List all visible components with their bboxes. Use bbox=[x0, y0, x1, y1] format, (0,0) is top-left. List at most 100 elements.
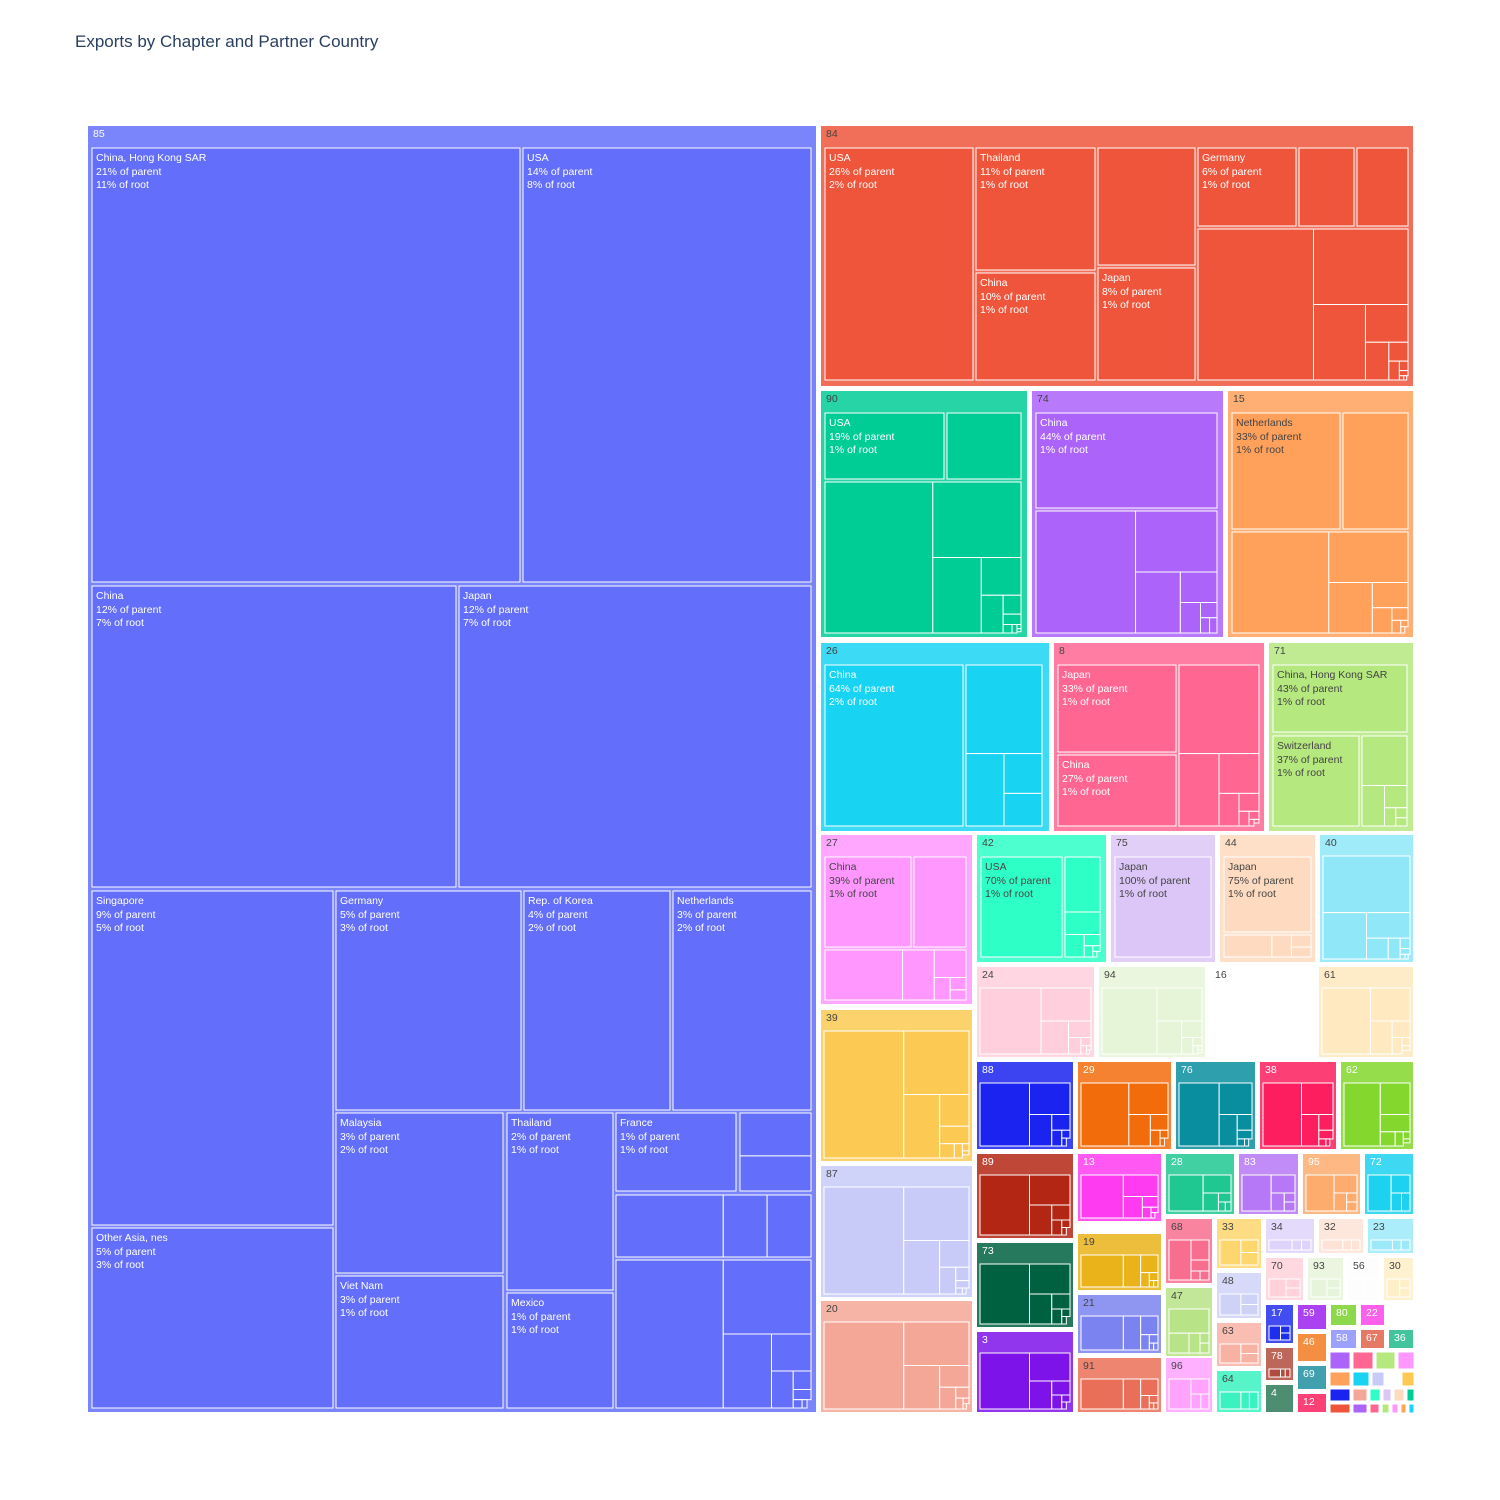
leaf-74[interactable] bbox=[1200, 602, 1218, 619]
leaf-47[interactable] bbox=[1199, 1342, 1210, 1354]
leaf-42[interactable] bbox=[1064, 856, 1101, 913]
leaf-42[interactable] bbox=[1064, 934, 1085, 958]
leaf-27[interactable] bbox=[949, 977, 967, 991]
leaf-20[interactable] bbox=[962, 1397, 970, 1405]
leaf-62[interactable] bbox=[1402, 1131, 1411, 1140]
leaf-74[interactable] bbox=[1135, 510, 1218, 573]
leaf-8[interactable] bbox=[1253, 818, 1260, 824]
leaf-38[interactable] bbox=[1325, 1138, 1331, 1147]
leaf-40[interactable] bbox=[1322, 912, 1367, 960]
leaf-39[interactable] bbox=[961, 1150, 970, 1156]
leaf-47[interactable] bbox=[1188, 1332, 1201, 1354]
leaf-72[interactable] bbox=[1367, 1174, 1392, 1212]
tiny-chapter[interactable] bbox=[1352, 1388, 1368, 1402]
leaf-44-0[interactable] bbox=[1223, 856, 1312, 933]
leaf-29[interactable] bbox=[1149, 1114, 1169, 1131]
leaf-3[interactable] bbox=[1061, 1394, 1071, 1403]
leaf-21[interactable] bbox=[1122, 1315, 1142, 1351]
leaf-90-0[interactable] bbox=[824, 412, 945, 480]
leaf-90[interactable] bbox=[1016, 628, 1022, 633]
leaf-40[interactable] bbox=[1366, 937, 1389, 960]
leaf-68[interactable] bbox=[1190, 1270, 1201, 1281]
leaf-42-0[interactable] bbox=[980, 856, 1063, 958]
leaf-34[interactable] bbox=[1268, 1239, 1293, 1251]
leaf-71[interactable] bbox=[1361, 735, 1408, 786]
leaf-89[interactable] bbox=[1061, 1219, 1071, 1228]
leaf-28[interactable] bbox=[1202, 1174, 1232, 1194]
leaf-29[interactable] bbox=[1128, 1082, 1169, 1115]
leaf-75-0[interactable] bbox=[1114, 856, 1212, 958]
leaf-24[interactable] bbox=[1085, 1049, 1090, 1055]
leaf-29[interactable] bbox=[1159, 1137, 1165, 1147]
leaf-39[interactable] bbox=[903, 1030, 970, 1095]
leaf-20[interactable] bbox=[823, 1321, 905, 1410]
leaf-61[interactable] bbox=[1369, 1020, 1393, 1055]
leaf-76[interactable] bbox=[1178, 1082, 1220, 1147]
leaf-88[interactable] bbox=[979, 1082, 1030, 1147]
leaf-3[interactable] bbox=[1061, 1401, 1067, 1410]
leaf-89[interactable] bbox=[1029, 1174, 1071, 1206]
leaf-8-1[interactable] bbox=[1057, 754, 1177, 827]
leaf-85-5[interactable] bbox=[91, 1227, 334, 1409]
leaf-21[interactable] bbox=[1080, 1315, 1124, 1351]
leaf-42[interactable] bbox=[1092, 945, 1101, 952]
leaf-84[interactable] bbox=[1364, 341, 1390, 381]
leaf-84[interactable] bbox=[1388, 341, 1409, 362]
leaf-61[interactable] bbox=[1401, 1037, 1411, 1047]
leaf-28[interactable] bbox=[1217, 1201, 1226, 1212]
leaf-3[interactable] bbox=[1051, 1380, 1071, 1396]
tiny-chapter[interactable] bbox=[1382, 1388, 1392, 1402]
leaf-87[interactable] bbox=[955, 1287, 963, 1295]
leaf-39[interactable] bbox=[939, 1094, 970, 1127]
leaf-21[interactable] bbox=[1140, 1315, 1159, 1336]
leaf-68[interactable] bbox=[1199, 1270, 1210, 1281]
leaf-15[interactable] bbox=[1328, 531, 1409, 583]
leaf-27-0[interactable] bbox=[824, 856, 912, 948]
chapter-4[interactable] bbox=[1264, 1383, 1295, 1414]
leaf-24[interactable] bbox=[1040, 1020, 1070, 1055]
leaf-62[interactable] bbox=[1343, 1082, 1381, 1147]
leaf-28[interactable] bbox=[1217, 1192, 1232, 1203]
tiny-chapter[interactable] bbox=[1401, 1371, 1415, 1387]
leaf-38[interactable] bbox=[1318, 1138, 1327, 1147]
leaf-61[interactable] bbox=[1369, 987, 1411, 1022]
leaf-40[interactable] bbox=[1366, 912, 1411, 939]
leaf-93[interactable] bbox=[1326, 1278, 1341, 1289]
leaf-61[interactable] bbox=[1391, 1020, 1411, 1038]
leaf-62[interactable] bbox=[1379, 1082, 1411, 1115]
leaf-88[interactable] bbox=[1051, 1129, 1063, 1147]
leaf-26[interactable] bbox=[1003, 792, 1043, 827]
leaf-84[interactable] bbox=[1403, 375, 1408, 381]
leaf-87[interactable] bbox=[955, 1266, 970, 1282]
leaf-23[interactable] bbox=[1391, 1239, 1402, 1251]
leaf-94[interactable] bbox=[1197, 1045, 1203, 1051]
leaf-93[interactable] bbox=[1310, 1278, 1328, 1298]
leaf-63[interactable] bbox=[1240, 1343, 1259, 1354]
chapter-80[interactable] bbox=[1329, 1303, 1358, 1327]
leaf-90[interactable] bbox=[980, 557, 1022, 596]
chapter-12[interactable] bbox=[1296, 1392, 1328, 1414]
leaf-24[interactable] bbox=[1068, 1020, 1092, 1038]
leaf-85[interactable] bbox=[792, 1370, 812, 1390]
leaf-38[interactable] bbox=[1301, 1082, 1334, 1115]
leaf-94[interactable] bbox=[1197, 1049, 1203, 1054]
leaf-33[interactable] bbox=[1219, 1239, 1242, 1266]
leaf-88[interactable] bbox=[1061, 1129, 1071, 1139]
leaf-29[interactable] bbox=[1159, 1129, 1169, 1139]
leaf-96[interactable] bbox=[1200, 1393, 1210, 1410]
leaf-70[interactable] bbox=[1268, 1278, 1287, 1298]
tiny-chapter[interactable] bbox=[1329, 1351, 1351, 1370]
leaf-72[interactable] bbox=[1390, 1174, 1411, 1194]
leaf-85-6[interactable] bbox=[335, 890, 522, 1111]
leaf-23[interactable] bbox=[1370, 1239, 1393, 1251]
leaf-84[interactable] bbox=[1398, 375, 1405, 381]
leaf-62[interactable] bbox=[1379, 1131, 1396, 1147]
tiny-chapter[interactable] bbox=[1406, 1388, 1415, 1402]
leaf-27[interactable] bbox=[902, 949, 935, 1001]
leaf-85[interactable] bbox=[801, 1399, 808, 1409]
leaf-85-1[interactable] bbox=[522, 147, 812, 583]
leaf-85-4[interactable] bbox=[91, 890, 334, 1226]
leaf-39[interactable] bbox=[953, 1143, 963, 1159]
leaf-48[interactable] bbox=[1219, 1293, 1242, 1316]
leaf-73[interactable] bbox=[1051, 1293, 1071, 1310]
